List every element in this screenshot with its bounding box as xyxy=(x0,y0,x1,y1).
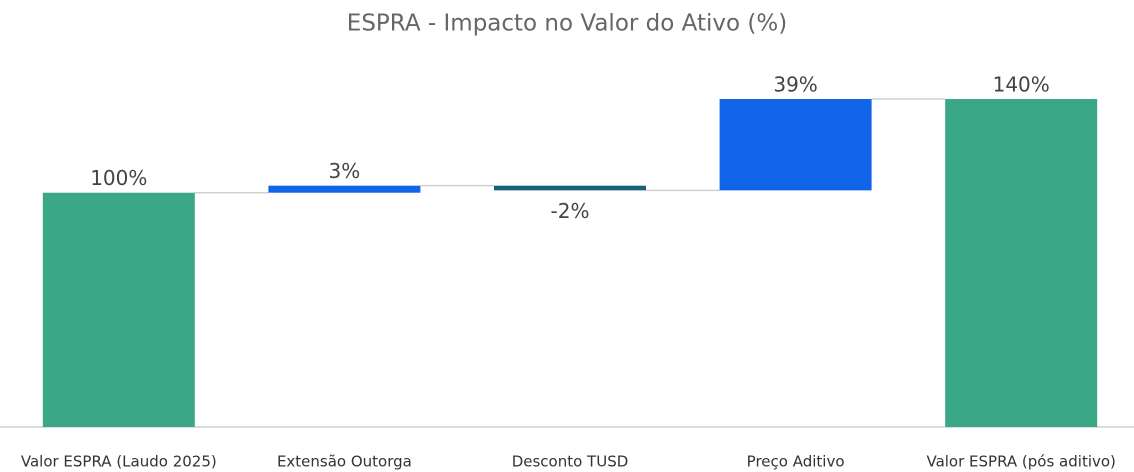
data-label: 39% xyxy=(773,73,817,97)
x-tick-label: Valor ESPRA (pós aditivo) xyxy=(926,453,1115,471)
bar xyxy=(268,185,421,193)
bar xyxy=(945,99,1098,427)
chart-title: ESPRA - Impacto no Valor do Ativo (%) xyxy=(347,11,787,37)
x-tick-label: Desconto TUSD xyxy=(512,453,629,471)
data-label: 3% xyxy=(329,159,361,183)
data-label: -2% xyxy=(551,199,590,223)
bar xyxy=(494,185,646,191)
x-tick-label: Preço Aditivo xyxy=(747,453,845,471)
x-tick-label: Extensão Outorga xyxy=(277,453,412,471)
data-label: 140% xyxy=(993,73,1050,97)
bar xyxy=(719,99,872,191)
bar xyxy=(42,192,195,427)
x-tick-label: Valor ESPRA (Laudo 2025) xyxy=(21,453,217,471)
data-label: 100% xyxy=(90,166,147,190)
